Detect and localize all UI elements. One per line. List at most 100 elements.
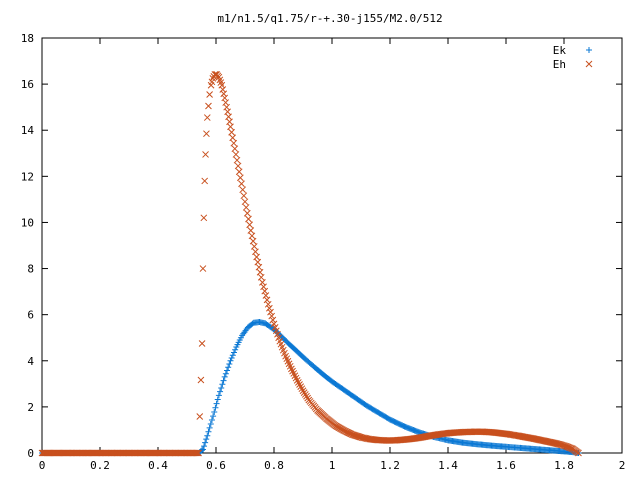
data-point-eh [206,91,213,98]
data-point-eh [247,227,255,234]
data-point-ek [206,424,213,431]
y-tick-label: 14 [21,124,35,137]
x-tick-label: 1.4 [438,459,458,472]
data-point-eh [297,383,305,390]
data-point-eh [238,180,245,188]
data-point-eh [245,215,252,223]
data-point-eh [295,379,302,386]
data-point-eh [201,177,209,185]
y-tick-label: 18 [21,32,34,45]
data-point-ek [203,436,210,443]
data-point-ek [225,364,232,371]
data-point-eh [200,214,208,222]
legend-label-ek: Ek [553,44,567,57]
data-point-eh [575,449,582,457]
y-tick-label: 12 [21,170,34,183]
data-point-eh [249,237,257,245]
data-point-ek [199,446,206,453]
data-point-eh [252,248,259,256]
data-point-eh [298,385,306,393]
data-point-eh [205,102,212,110]
y-tick-label: 0 [27,447,34,460]
data-point-eh [260,283,267,291]
chart-title: m1/n1.5/q1.75/r-+.30-j155/M2.0/512 [217,12,442,25]
data-point-ek [204,432,211,439]
data-point-eh [269,316,277,324]
data-point-ek [215,392,222,399]
data-point-ek [202,439,209,446]
data-point-eh [229,134,237,142]
y-tick-label: 6 [27,309,34,322]
data-point-ek [228,355,235,362]
plot-area [38,71,582,457]
data-point-ek [214,396,221,403]
data-point-eh [203,114,211,121]
data-point-ek [201,443,208,450]
data-point-eh [240,192,248,200]
data-point-eh [198,340,206,347]
data-point-ek [232,346,239,353]
data-point-eh [243,209,251,217]
data-point-ek [221,373,228,380]
data-point-ek [212,404,219,411]
y-tick-label: 16 [21,78,34,91]
data-point-ek [220,377,227,384]
data-point-eh [192,449,200,457]
data-point-eh [194,449,201,457]
data-point-eh [255,263,263,271]
data-point-eh [261,287,269,295]
data-point-eh [253,253,260,261]
data-point-ek [208,417,215,424]
data-point-ek [219,381,226,388]
data-point-ek [227,357,234,364]
legend-label-eh: Eh [553,58,566,71]
data-point-eh [256,268,264,276]
data-point-eh [218,81,226,89]
data-point-eh [242,204,250,211]
data-point-eh [199,265,207,272]
data-point-ek [229,352,236,359]
data-point-eh [254,258,262,266]
x-tick-label: 1.8 [554,459,574,472]
axes: 0 0.2 0.4 0.6 0.8 1 1.2 1.4 1.6 1.8 2 0 2 4 6 8 10 12 14 16… [21,32,626,472]
data-point-eh [197,376,205,384]
x-tick-label: 1.2 [380,459,400,472]
data-point-eh [231,145,239,153]
data-point-eh [228,128,235,136]
data-point-eh [250,243,258,250]
data-point-ek [205,428,212,435]
data-point-eh [562,442,570,450]
data-point-eh [196,413,204,420]
data-point-eh [233,156,241,164]
y-tick-label: 4 [27,355,34,368]
data-point-ek [224,367,231,374]
data-point-eh [202,151,209,158]
data-point-eh [246,221,253,229]
data-point-ek [207,420,214,427]
data-point-ek [213,400,220,407]
x-tick-label: 0.2 [90,459,110,472]
data-point-eh [266,304,273,312]
data-point-ek [210,413,217,420]
x-tick-label: 0.8 [264,459,284,472]
x-tick-label: 2 [619,459,626,472]
data-point-ek [211,408,218,415]
data-point-eh [248,232,256,240]
series-eh [38,71,582,457]
data-point-eh [235,168,243,176]
data-point-eh [268,312,276,320]
data-point-eh [264,300,272,308]
data-point-eh [259,279,266,286]
data-point-ek [230,349,237,356]
data-point-eh [230,139,238,147]
x-tick-label: 0.4 [148,459,168,472]
x-tick-label: 0 [39,459,46,472]
data-point-eh [195,449,202,457]
data-point-eh [239,186,247,194]
data-point-ek [226,361,233,368]
y-tick-label: 10 [21,216,34,229]
data-point-eh [241,198,249,206]
data-point-eh [234,162,242,170]
